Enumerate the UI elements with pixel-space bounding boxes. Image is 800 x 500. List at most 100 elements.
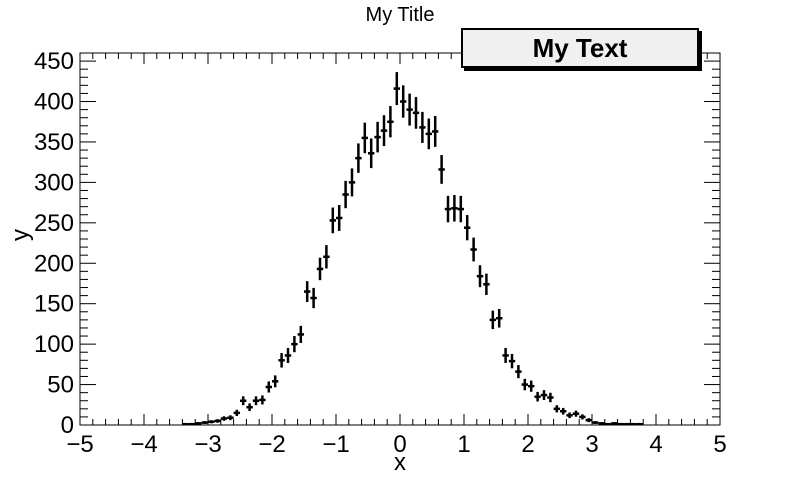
y-tick-label: 150	[34, 291, 74, 318]
data-point	[188, 422, 196, 426]
data-point	[572, 410, 580, 417]
data-point	[387, 106, 394, 138]
data-point	[342, 180, 349, 209]
data-point	[438, 155, 445, 184]
data-point	[400, 85, 407, 118]
data-point	[316, 257, 324, 281]
data-point	[278, 353, 285, 368]
data-point	[432, 116, 439, 147]
x-tick-label: 5	[713, 431, 726, 458]
x-tick-label: 0	[393, 431, 406, 458]
data-point	[636, 422, 644, 426]
data-points	[182, 72, 644, 426]
y-axis-label: y	[7, 229, 34, 241]
x-tick-label: −4	[130, 431, 157, 458]
data-point	[368, 138, 375, 169]
data-point	[515, 365, 522, 379]
data-point	[566, 412, 573, 419]
x-tick-labels: −5 −4 −3 −2 −1 0 1 2 3 4 5	[66, 431, 726, 458]
data-point	[182, 422, 189, 426]
data-point	[406, 93, 413, 126]
data-point	[560, 407, 567, 415]
y-tick-label: 300	[34, 169, 74, 196]
data-point	[528, 380, 535, 392]
data-point	[489, 310, 496, 330]
data-point	[227, 415, 234, 421]
text-box-annotation: My Text	[461, 28, 699, 68]
data-point	[265, 381, 272, 393]
data-point	[214, 419, 221, 423]
x-tick-label: −5	[66, 431, 93, 458]
data-point	[540, 390, 548, 400]
data-point	[630, 422, 637, 426]
data-point	[425, 118, 432, 150]
data-point	[444, 195, 452, 223]
x-tick-label: −1	[322, 431, 349, 458]
data-point	[355, 143, 362, 173]
data-point	[604, 422, 612, 426]
data-point	[451, 195, 458, 222]
data-point	[380, 115, 388, 147]
data-point	[508, 353, 516, 369]
data-point	[361, 122, 368, 154]
chart-title: My Title	[365, 4, 435, 26]
data-point	[617, 422, 624, 426]
data-point	[272, 375, 279, 388]
data-point	[329, 207, 336, 234]
x-tick-label: −2	[258, 431, 285, 458]
x-tick-label: 3	[585, 431, 598, 458]
data-point	[374, 121, 381, 153]
data-point	[598, 422, 605, 425]
data-point	[502, 347, 509, 363]
y-tick-label: 350	[34, 129, 74, 156]
x-tick-label: 2	[521, 431, 534, 458]
data-point	[336, 205, 343, 231]
data-point	[534, 391, 541, 402]
y-tick-labels: 0 50 100 150 200 250 300 350 400 450	[34, 48, 74, 439]
major-ticks	[79, 53, 721, 426]
data-point	[419, 111, 426, 143]
data-point	[246, 403, 253, 412]
y-tick-label: 0	[61, 412, 74, 439]
data-point	[483, 273, 490, 295]
data-point	[470, 237, 477, 262]
data-point	[585, 418, 592, 423]
y-tick-label: 400	[34, 89, 74, 116]
data-point	[291, 336, 298, 353]
data-point	[592, 421, 599, 424]
data-point	[233, 409, 240, 417]
x-axis-label: x	[394, 449, 406, 476]
y-tick-label: 450	[34, 48, 74, 75]
y-tick-label: 50	[47, 372, 74, 399]
data-point	[457, 195, 464, 223]
data-point	[304, 281, 311, 302]
x-tick-label: 4	[649, 431, 662, 458]
x-tick-label: −3	[194, 431, 221, 458]
data-point	[547, 392, 554, 403]
y-tick-label: 200	[34, 250, 74, 277]
data-point	[476, 265, 484, 288]
data-point	[496, 308, 503, 328]
data-point	[412, 96, 420, 129]
data-point	[323, 245, 330, 269]
data-point	[553, 405, 560, 413]
data-point	[393, 72, 400, 106]
y-tick-label: 250	[34, 210, 74, 237]
data-point	[259, 395, 266, 405]
data-point	[240, 396, 247, 406]
data-point	[284, 347, 292, 363]
data-point	[195, 422, 202, 425]
data-point	[624, 422, 631, 426]
y-tick-label: 100	[34, 331, 74, 358]
data-point	[348, 168, 356, 197]
data-point	[579, 414, 586, 420]
x-tick-label: 1	[457, 431, 470, 458]
plot-frame	[79, 52, 721, 426]
data-point	[297, 325, 304, 343]
data-point	[611, 422, 618, 425]
data-point	[310, 287, 317, 309]
data-point	[208, 420, 215, 424]
data-point	[521, 378, 528, 391]
minor-ticks	[80, 52, 720, 425]
